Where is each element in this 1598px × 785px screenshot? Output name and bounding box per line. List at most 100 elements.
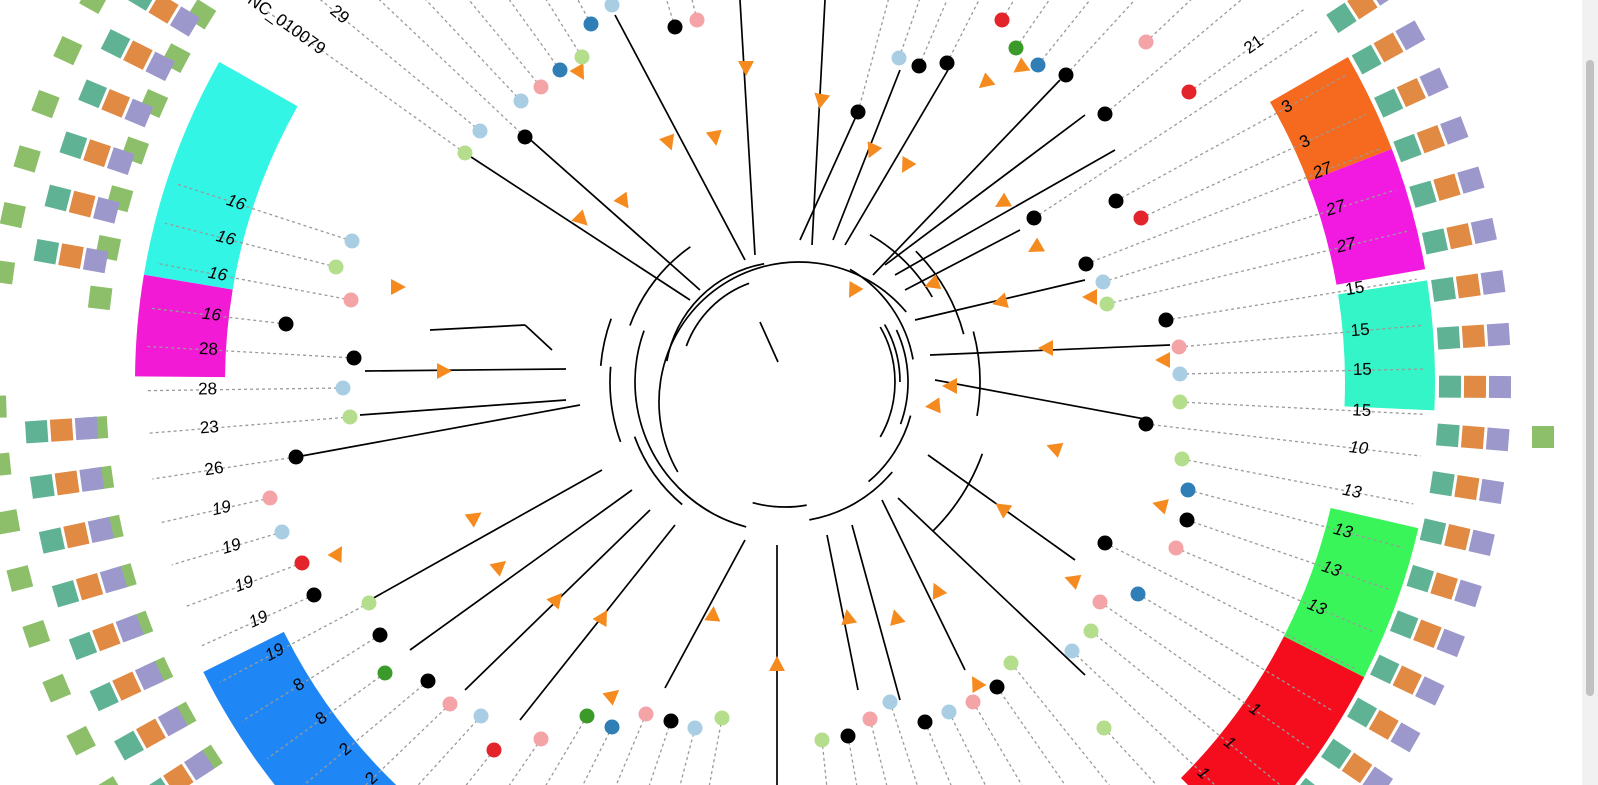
tip-dot-darkblue[interactable] (1130, 586, 1146, 602)
tip-dot-lightgreen[interactable] (457, 145, 473, 161)
tip-dot-green[interactable] (1008, 40, 1024, 56)
tip-dot-lightgreen[interactable] (1099, 296, 1115, 312)
leader-line (508, 738, 542, 785)
tip-dot-black[interactable] (939, 55, 955, 71)
tip-dot-lightblue[interactable] (891, 50, 907, 66)
tip-dot-black[interactable] (288, 449, 304, 465)
support-triangle (978, 72, 996, 89)
tip-dot-lightgreen[interactable] (574, 49, 590, 65)
branch (524, 324, 553, 351)
ring-cell (13, 145, 41, 173)
tip-dot-darkblue[interactable] (604, 719, 620, 735)
tip-dot-black[interactable] (1097, 106, 1113, 122)
ring-cell (74, 416, 99, 441)
tip-dot-red[interactable] (1133, 210, 1149, 226)
ring-cell (1395, 20, 1426, 51)
tip-dot-green[interactable] (579, 708, 595, 724)
tip-dot-black[interactable] (1138, 416, 1154, 432)
branch (364, 368, 567, 372)
ring-cell (87, 285, 113, 311)
tip-dot-lightgreen[interactable] (814, 732, 830, 748)
tip-dot-darkblue[interactable] (583, 16, 599, 32)
tip-label-nc: NC_010079 (244, 0, 329, 58)
tip-dot-lightblue[interactable] (472, 123, 488, 139)
tip-dot-red[interactable] (994, 12, 1010, 28)
ring-cell (1321, 738, 1352, 770)
tip-dot-black[interactable] (346, 350, 362, 366)
tip-dot-lightblue[interactable] (513, 93, 529, 109)
tip-dot-darkblue[interactable] (1180, 482, 1196, 498)
tip-dot-pink[interactable] (1092, 594, 1108, 610)
tip-dot-red[interactable] (486, 742, 502, 758)
tip-dot-black[interactable] (1179, 512, 1195, 528)
tip-dot-black[interactable] (989, 679, 1005, 695)
tip-dot-lightgreen[interactable] (714, 710, 730, 726)
ring-cell (1430, 572, 1458, 600)
tip-dot-pink[interactable] (1168, 540, 1184, 556)
tip-dot-pink[interactable] (442, 696, 458, 712)
tip-dot-black[interactable] (1097, 535, 1113, 551)
tip-dot-black[interactable] (306, 587, 322, 603)
tip-dot-green[interactable] (377, 665, 393, 681)
tip-dot-pink[interactable] (862, 711, 878, 727)
scrollbar-thumb[interactable] (1586, 60, 1594, 696)
tip-dot-lightgreen[interactable] (1172, 394, 1188, 410)
tip-dot-black[interactable] (420, 673, 436, 689)
tip-dot-black[interactable] (667, 19, 683, 35)
support-triangle (592, 610, 607, 628)
tip-dot-lightblue[interactable] (604, 0, 620, 13)
tip-dot-lightgreen[interactable] (1003, 655, 1019, 671)
branch (934, 379, 1151, 421)
tip-dot-lightblue[interactable] (335, 380, 351, 396)
tip-dot-black[interactable] (1158, 312, 1174, 328)
tip-dot-black[interactable] (840, 728, 856, 744)
tip-dot-black[interactable] (850, 104, 866, 120)
branch (759, 321, 779, 363)
ring-cell (1368, 709, 1399, 740)
tip-dot-lightblue[interactable] (274, 524, 290, 540)
tip-dot-lightblue[interactable] (473, 708, 489, 724)
tip-dot-lightblue[interactable] (1172, 366, 1188, 382)
tip-dot-lightgreen[interactable] (328, 259, 344, 275)
tip-dot-pink[interactable] (1138, 34, 1154, 50)
tip-dot-red[interactable] (294, 555, 310, 571)
support-triangle (942, 378, 957, 394)
tip-dot-pink[interactable] (533, 79, 549, 95)
tip-dot-pink[interactable] (1171, 339, 1187, 355)
tip-dot-black[interactable] (1026, 210, 1042, 226)
tip-dot-pink[interactable] (689, 12, 705, 28)
tip-dot-pink[interactable] (262, 490, 278, 506)
tip-dot-lightblue[interactable] (1095, 274, 1111, 290)
tip-dot-black[interactable] (1078, 256, 1094, 272)
ring-cell (89, 681, 119, 712)
tip-dot-lightblue[interactable] (344, 233, 360, 249)
tip-dot-black[interactable] (917, 714, 933, 730)
tip-dot-black[interactable] (911, 58, 927, 74)
tip-dot-lightgreen[interactable] (342, 409, 358, 425)
tip-dot-red[interactable] (1181, 84, 1197, 100)
tip-dot-black[interactable] (663, 713, 679, 729)
tip-dot-lightblue[interactable] (882, 694, 898, 710)
ring-cell (51, 580, 80, 608)
tip-dot-black[interactable] (372, 627, 388, 643)
tip-dot-darkblue[interactable] (552, 62, 568, 78)
vertical-scrollbar[interactable] (1582, 0, 1598, 785)
tip-dot-lightblue[interactable] (941, 704, 957, 720)
tip-dot-lightgreen[interactable] (1096, 720, 1112, 736)
tip-dot-lightblue[interactable] (1064, 643, 1080, 659)
tip-dot-lightgreen[interactable] (1174, 451, 1190, 467)
tip-dot-pink[interactable] (343, 292, 359, 308)
tip-dot-pink[interactable] (965, 694, 981, 710)
tip-dot-lightgreen[interactable] (1083, 623, 1099, 639)
tip-dot-black[interactable] (1058, 67, 1074, 83)
tip-dot-lightblue[interactable] (687, 720, 703, 736)
tip-dot-black[interactable] (517, 129, 533, 145)
tip-dot-lightgreen[interactable] (361, 595, 377, 611)
tip-dot-pink[interactable] (533, 731, 549, 747)
ring-cell (78, 79, 107, 109)
tip-dot-darkblue[interactable] (1030, 57, 1046, 73)
tip-dot-pink[interactable] (638, 706, 654, 722)
tip-dot-black[interactable] (278, 316, 294, 332)
tip-dot-black[interactable] (1108, 193, 1124, 209)
